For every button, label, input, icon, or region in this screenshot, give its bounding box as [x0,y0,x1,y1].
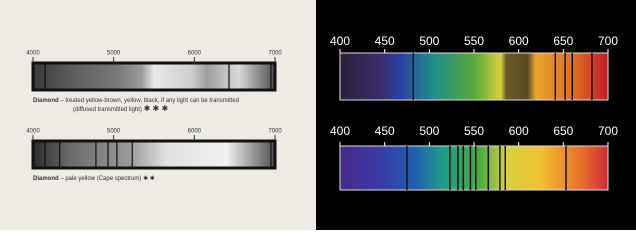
caption: Diamond – treated yellow-brown, yellow, … [33,98,239,104]
caption-description: – treated yellow-brown, yellow, black, i… [60,98,239,104]
tick-label: 400 [330,34,350,48]
tick-label: 550 [464,34,484,48]
caption-name: Diamond [33,98,59,104]
tick-label: 5000 [107,51,121,57]
tick-label: 4000 [26,51,40,57]
tick-label: 700 [598,34,618,48]
tick-label: 650 [553,34,573,48]
tick-label: 650 [553,124,573,138]
caption-description: – pale yellow (Cape spectrum) [60,176,141,182]
tick-label: 7000 [268,51,282,57]
spectrum [339,52,609,101]
left-panel [0,0,316,230]
tick-label: 5000 [107,129,121,135]
tick-label: 4000 [26,129,40,135]
tick-label: 600 [509,124,529,138]
right-panel [316,0,636,230]
tick-label: 7000 [268,129,282,135]
tick-label: 550 [464,124,484,138]
caption-line: (diffused transmitted light) ✱ ✱ ✱ [73,104,168,113]
tick-label: 700 [598,124,618,138]
caption-rating: ✱ ✱ [143,175,155,182]
caption-rating: ✱ ✱ ✱ [144,104,169,113]
tick-label: 450 [375,34,395,48]
tick-label: 6000 [188,129,202,135]
tick-label: 6000 [188,51,202,57]
tick-label: 500 [419,124,439,138]
tick-label: 450 [375,124,395,138]
caption-name: Diamond [33,176,59,182]
page: 4000 5000 6000 7000 Diamond – treated yellow… [0,0,636,230]
tick-label: 400 [330,124,350,138]
caption: Diamond – pale yellow (Cape spectrum) ✱ … [33,175,155,182]
tick-label: 500 [419,34,439,48]
spectrum [339,145,609,191]
spectrum [31,61,277,92]
spectrum [31,139,277,170]
caption-note: (diffused transmitted light) [73,107,142,113]
tick-label: 600 [509,34,529,48]
